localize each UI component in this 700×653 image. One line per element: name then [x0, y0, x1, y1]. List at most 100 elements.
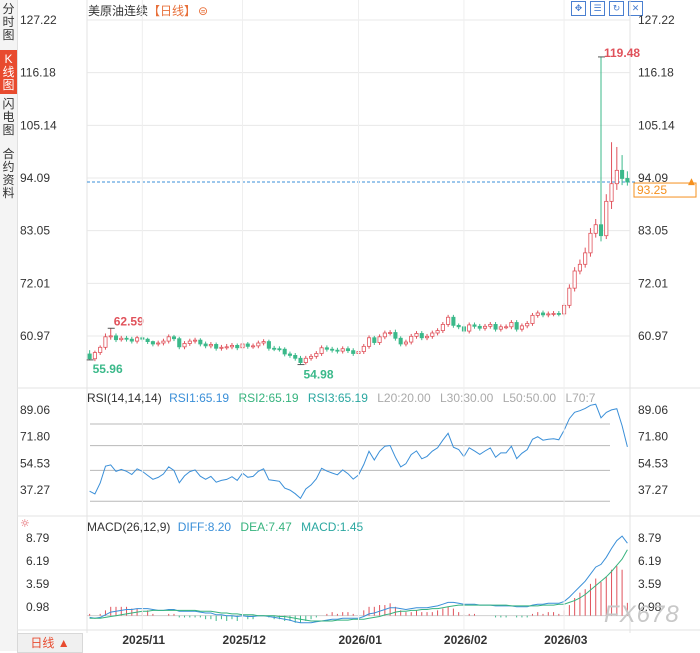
candle-body [583, 252, 588, 265]
candle-body [377, 336, 382, 343]
candle-body [435, 330, 440, 334]
candle-body [530, 314, 535, 324]
candle-body [119, 337, 124, 341]
tab-kline[interactable]: K线图 [0, 50, 17, 94]
rsi-legend: RSI(14,14,14) RSI1:65.19 RSI2:65.19 RSI3… [87, 391, 595, 405]
candle-body [298, 357, 303, 363]
rsi2-value: RSI2:65.19 [238, 391, 299, 405]
x-tick-label: 2026/03 [544, 633, 588, 647]
candle-body [614, 169, 619, 185]
candle-body [150, 341, 155, 345]
rsi-l20: L20:20.00 [377, 391, 431, 405]
candle-body [440, 324, 445, 332]
list-icon[interactable]: ☰ [590, 1, 605, 16]
candle-body [451, 316, 456, 326]
instrument-name: 美原油连续 [88, 4, 149, 18]
candle-body [287, 353, 293, 356]
price-tick-left: 127.22 [20, 13, 57, 27]
candle-body [87, 353, 92, 360]
candle-body [493, 324, 498, 330]
macd-settings-icon: ☼ [20, 517, 30, 530]
sidebar: 分时图 K线图 闪电图 合约资料 [0, 0, 18, 651]
candle-body [551, 313, 556, 315]
candle-body [519, 325, 524, 330]
candle-body [314, 353, 319, 357]
macd-tick-left: 0.98 [26, 600, 50, 614]
candle-body [456, 324, 461, 328]
tab-kline-label: K线图 [2, 52, 15, 92]
macd-dea: DEA:7.47 [240, 520, 292, 534]
candle-body [409, 335, 414, 343]
candle-body [604, 200, 609, 237]
candle-body [477, 325, 482, 329]
expand-icon[interactable]: ✥ [571, 1, 586, 16]
candle-body [330, 348, 335, 351]
candle-body [272, 347, 277, 350]
candle-body [98, 346, 103, 353]
candle-body [113, 335, 119, 341]
candle-body [467, 324, 472, 332]
close-icon[interactable]: ✕ [628, 1, 643, 16]
candle-body [182, 343, 187, 348]
candle-body [261, 341, 266, 344]
price-tick-left: 83.05 [20, 224, 50, 238]
macd-tick-left: 8.79 [26, 531, 50, 545]
candle-body [419, 333, 424, 339]
macd-tick-right: 6.19 [638, 554, 662, 568]
candle-body [324, 347, 329, 350]
candle-body [166, 336, 171, 342]
x-tick-label: 2025/11 [122, 633, 165, 647]
candle-body [319, 347, 324, 354]
tab-contract-info[interactable]: 合约资料 [0, 148, 17, 206]
price-tick-left: 105.14 [20, 118, 57, 132]
refresh-icon[interactable]: ↻ [609, 1, 624, 16]
last-price-box [633, 182, 697, 198]
candle-body [504, 326, 509, 329]
macd-legend: MACD(26,12,9) DIFF:8.20 DEA:7.47 MACD:1.… [87, 520, 363, 534]
candle-body [414, 333, 419, 337]
rsi-l70: L70:7 [565, 391, 596, 405]
candle-body [266, 341, 271, 349]
x-tick-label: 2026/01 [339, 633, 383, 647]
candle-body [309, 355, 314, 359]
candle-body [588, 232, 593, 254]
chart-title: 美原油连续【日线】 ⊜ [88, 2, 208, 19]
tab-flash-label: 闪电图 [2, 97, 15, 137]
candle-body [229, 344, 235, 348]
macd-diff: DIFF:8.20 [177, 520, 232, 534]
candle-body [393, 332, 398, 339]
price-tick-right: 60.97 [638, 329, 668, 343]
candle-body [361, 345, 366, 352]
candle-body [92, 352, 97, 360]
candle-body [525, 323, 530, 327]
tab-contract-info-label: 合约资料 [2, 147, 15, 200]
candle-body [446, 316, 451, 325]
candle-body [293, 355, 298, 359]
candle-body [187, 340, 192, 344]
low-label: 54.98 [304, 368, 334, 382]
candle-body [593, 224, 598, 234]
candle-body [598, 224, 604, 237]
candle-body [103, 336, 108, 348]
rsi-tick-right: 54.53 [638, 456, 668, 470]
macd-tick-right: 0.98 [638, 600, 662, 614]
tab-flash[interactable]: 闪电图 [0, 98, 17, 140]
candle-body [335, 349, 340, 352]
scroll-up-icon: ▲ [688, 177, 695, 187]
candle-body [351, 350, 356, 354]
period-settings-icon[interactable]: ⊜ [198, 4, 209, 18]
rsi-tick-right: 71.80 [638, 430, 668, 444]
candle-body [129, 338, 134, 342]
macd-title: MACD(26,12,9) [87, 520, 171, 534]
rsi-tick-left: 71.80 [20, 430, 50, 444]
candle-body [577, 263, 582, 272]
period-label[interactable]: 【日线】 [148, 4, 197, 18]
candle-body [403, 341, 408, 345]
rsi-tick-right: 37.27 [638, 483, 668, 497]
tab-timeshare[interactable]: 分时图 [0, 3, 17, 42]
candle-body [245, 343, 250, 347]
price-tick-right: 94.09 [638, 171, 668, 185]
period-selector-button[interactable]: 日线 ▲ [17, 633, 83, 653]
candle-body [208, 344, 213, 347]
